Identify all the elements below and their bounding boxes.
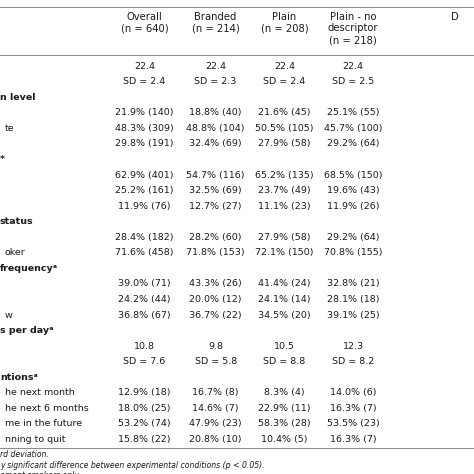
Text: Overall
(n = 640): Overall (n = 640) (121, 12, 168, 34)
Text: 11.9% (76): 11.9% (76) (118, 201, 171, 210)
Text: 36.7% (22): 36.7% (22) (189, 310, 242, 319)
Text: 62.9% (401): 62.9% (401) (115, 171, 174, 180)
Text: SD = 8.2: SD = 8.2 (332, 357, 374, 366)
Text: 39.0% (71): 39.0% (71) (118, 279, 171, 288)
Text: SD = 2.4: SD = 2.4 (123, 77, 166, 86)
Text: 27.9% (58): 27.9% (58) (258, 139, 310, 148)
Text: 21.6% (45): 21.6% (45) (258, 109, 310, 118)
Text: 20.8% (10): 20.8% (10) (190, 435, 242, 444)
Text: 28.4% (182): 28.4% (182) (115, 233, 174, 242)
Text: he next month: he next month (5, 388, 74, 397)
Text: ement smokers only.: ement smokers only. (0, 471, 81, 474)
Text: 25.2% (161): 25.2% (161) (115, 186, 174, 195)
Text: 41.4% (24): 41.4% (24) (258, 279, 310, 288)
Text: 48.8% (104): 48.8% (104) (186, 124, 245, 133)
Text: 10.5: 10.5 (274, 342, 295, 351)
Text: 10.4% (5): 10.4% (5) (261, 435, 308, 444)
Text: 16.3% (7): 16.3% (7) (330, 435, 376, 444)
Text: 28.1% (18): 28.1% (18) (327, 295, 379, 304)
Text: 39.1% (25): 39.1% (25) (327, 310, 380, 319)
Text: 14.6% (7): 14.6% (7) (192, 404, 239, 413)
Text: SD = 5.8: SD = 5.8 (194, 357, 237, 366)
Text: 32.8% (21): 32.8% (21) (327, 279, 380, 288)
Text: oker: oker (5, 248, 26, 257)
Text: 34.5% (20): 34.5% (20) (258, 310, 311, 319)
Text: 54.7% (116): 54.7% (116) (186, 171, 245, 180)
Text: 22.4: 22.4 (134, 62, 155, 71)
Text: 29.2% (64): 29.2% (64) (327, 139, 379, 148)
Text: 65.2% (135): 65.2% (135) (255, 171, 314, 180)
Text: he next 6 months: he next 6 months (5, 404, 89, 413)
Text: 29.8% (191): 29.8% (191) (115, 139, 174, 148)
Text: 25.1% (55): 25.1% (55) (327, 109, 379, 118)
Text: SD = 2.4: SD = 2.4 (263, 77, 306, 86)
Text: 36.8% (67): 36.8% (67) (118, 310, 171, 319)
Text: 72.1% (150): 72.1% (150) (255, 248, 314, 257)
Text: 58.3% (28): 58.3% (28) (258, 419, 311, 428)
Text: rd deviation.: rd deviation. (0, 450, 49, 459)
Text: Branded
(n = 214): Branded (n = 214) (192, 12, 239, 34)
Text: status: status (0, 217, 34, 226)
Text: 70.8% (155): 70.8% (155) (324, 248, 383, 257)
Text: 18.8% (40): 18.8% (40) (190, 109, 242, 118)
Text: D: D (451, 12, 459, 22)
Text: te: te (5, 124, 14, 133)
Text: 27.9% (58): 27.9% (58) (258, 233, 310, 242)
Text: 28.2% (60): 28.2% (60) (190, 233, 242, 242)
Text: me in the future: me in the future (5, 419, 82, 428)
Text: 15.8% (22): 15.8% (22) (118, 435, 171, 444)
Text: 48.3% (309): 48.3% (309) (115, 124, 174, 133)
Text: 68.5% (150): 68.5% (150) (324, 171, 383, 180)
Text: 22.4: 22.4 (343, 62, 364, 71)
Text: 11.1% (23): 11.1% (23) (258, 201, 311, 210)
Text: 19.6% (43): 19.6% (43) (327, 186, 380, 195)
Text: Plain - no
descriptor
(n = 218): Plain - no descriptor (n = 218) (328, 12, 378, 45)
Text: 11.9% (26): 11.9% (26) (327, 201, 379, 210)
Text: SD = 2.5: SD = 2.5 (332, 77, 374, 86)
Text: 53.5% (23): 53.5% (23) (327, 419, 380, 428)
Text: ntionsᵃ: ntionsᵃ (0, 373, 38, 382)
Text: 71.8% (153): 71.8% (153) (186, 248, 245, 257)
Text: SD = 2.3: SD = 2.3 (194, 77, 237, 86)
Text: 23.7% (49): 23.7% (49) (258, 186, 311, 195)
Text: SD = 8.8: SD = 8.8 (263, 357, 306, 366)
Text: 53.2% (74): 53.2% (74) (118, 419, 171, 428)
Text: 18.0% (25): 18.0% (25) (118, 404, 171, 413)
Text: nning to quit: nning to quit (5, 435, 65, 444)
Text: w: w (5, 310, 12, 319)
Text: 24.1% (14): 24.1% (14) (258, 295, 310, 304)
Text: 32.5% (69): 32.5% (69) (189, 186, 242, 195)
Text: 10.8: 10.8 (134, 342, 155, 351)
Text: 22.4: 22.4 (274, 62, 295, 71)
Text: 71.6% (458): 71.6% (458) (115, 248, 174, 257)
Text: 43.3% (26): 43.3% (26) (189, 279, 242, 288)
Text: y significant difference between experimental conditions (p < 0.05).: y significant difference between experim… (0, 461, 264, 470)
Text: 12.3: 12.3 (343, 342, 364, 351)
Text: 12.7% (27): 12.7% (27) (190, 201, 242, 210)
Text: 9.8: 9.8 (208, 342, 223, 351)
Text: Plain
(n = 208): Plain (n = 208) (261, 12, 308, 34)
Text: 8.3% (4): 8.3% (4) (264, 388, 305, 397)
Text: 50.5% (105): 50.5% (105) (255, 124, 314, 133)
Text: 22.4: 22.4 (205, 62, 226, 71)
Text: 14.0% (6): 14.0% (6) (330, 388, 376, 397)
Text: frequencyᵃ: frequencyᵃ (0, 264, 58, 273)
Text: 20.0% (12): 20.0% (12) (190, 295, 242, 304)
Text: 16.7% (8): 16.7% (8) (192, 388, 239, 397)
Text: 16.3% (7): 16.3% (7) (330, 404, 376, 413)
Text: *: * (0, 155, 5, 164)
Text: 21.9% (140): 21.9% (140) (115, 109, 174, 118)
Text: 47.9% (23): 47.9% (23) (189, 419, 242, 428)
Text: 22.9% (11): 22.9% (11) (258, 404, 310, 413)
Text: s per dayᵃ: s per dayᵃ (0, 326, 54, 335)
Text: n level: n level (0, 93, 36, 102)
Text: 29.2% (64): 29.2% (64) (327, 233, 379, 242)
Text: SD = 7.6: SD = 7.6 (123, 357, 166, 366)
Text: 12.9% (18): 12.9% (18) (118, 388, 171, 397)
Text: 24.2% (44): 24.2% (44) (118, 295, 171, 304)
Text: 45.7% (100): 45.7% (100) (324, 124, 383, 133)
Text: 32.4% (69): 32.4% (69) (189, 139, 242, 148)
